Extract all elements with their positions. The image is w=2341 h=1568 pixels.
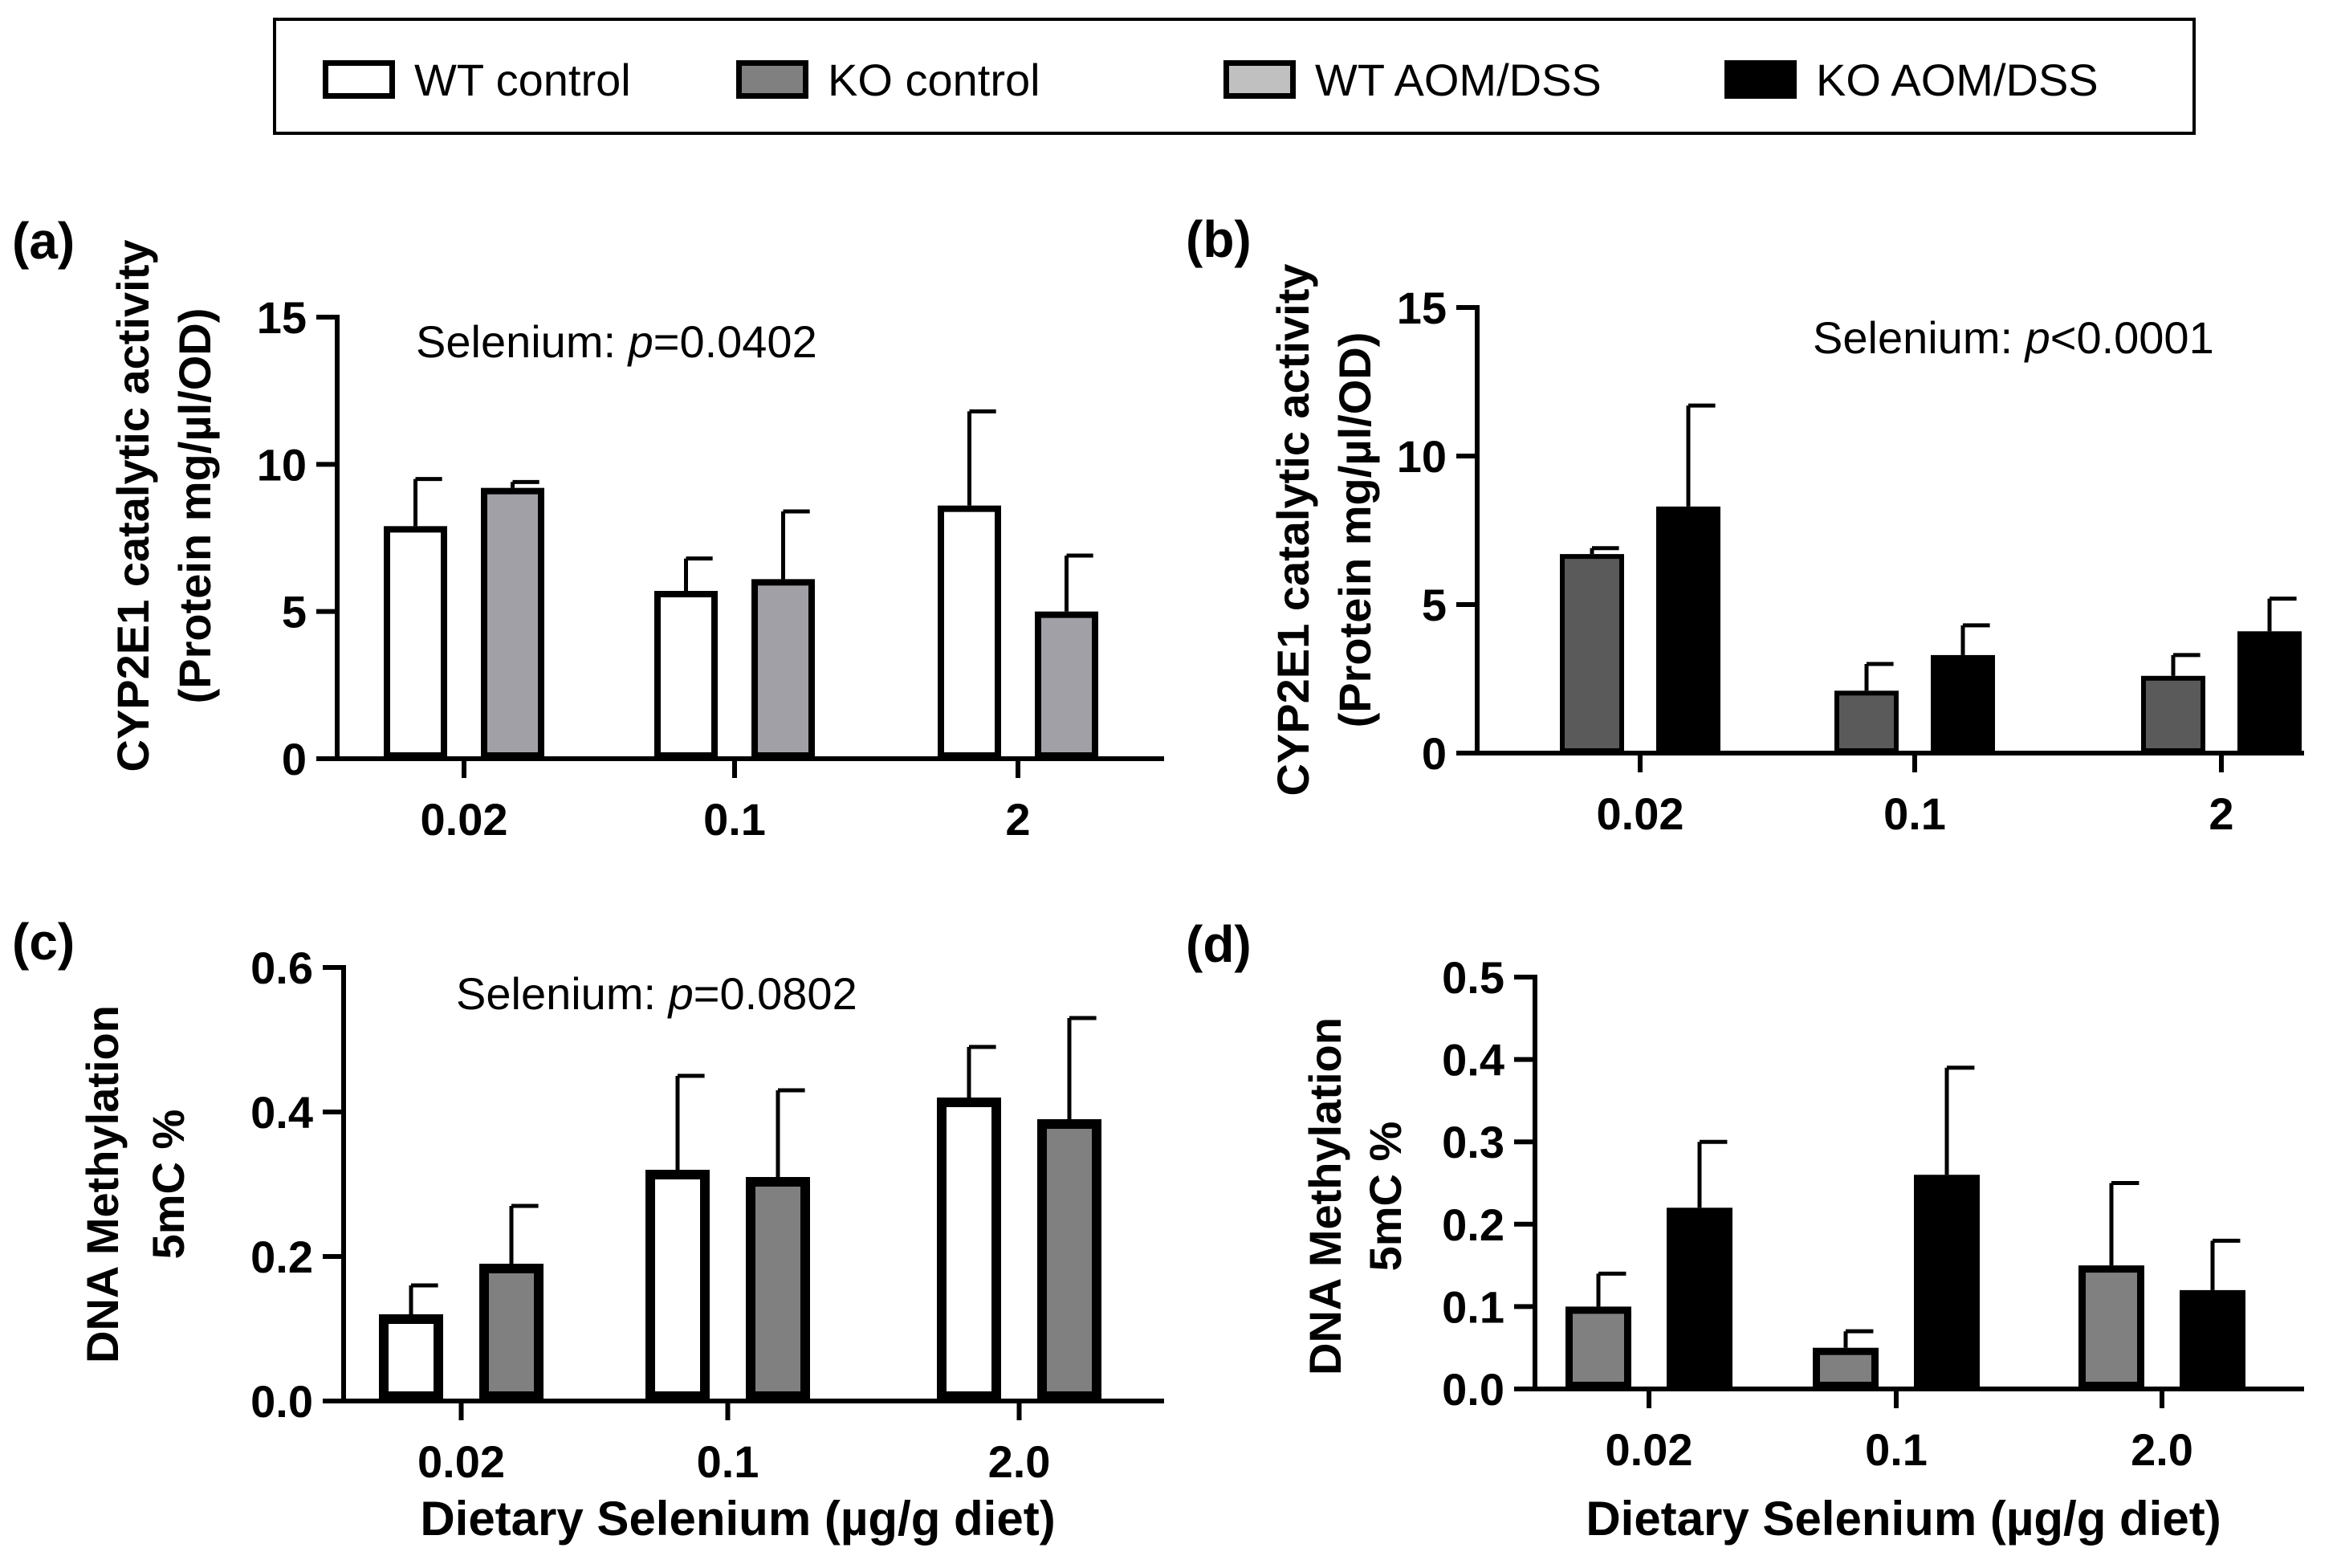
legend-box: WT control KO control WT AOM/DSS KO AOM/… — [273, 18, 2196, 135]
panel-label: (a) — [12, 212, 75, 270]
y-tick-label: 0.2 — [250, 1232, 313, 1282]
annotation-value: =0.0802 — [694, 968, 857, 1019]
x-tick-label: 0.02 — [1597, 788, 1684, 839]
x-tick-label: 0.1 — [703, 794, 766, 845]
x-tick-label: 0.02 — [417, 1436, 505, 1487]
bar-wt-control-2 — [938, 505, 1001, 760]
x-axis-title: Dietary Selenium (µg/g diet) — [420, 1492, 1055, 1546]
x-tick-label: 0.1 — [1865, 1424, 1928, 1475]
significance-annotation: Selenium: p=0.0402 — [416, 316, 817, 367]
x-tick-label: 2.0 — [2131, 1424, 2193, 1475]
x-tick-label: 2 — [1005, 794, 1030, 845]
y-tick-label: 0.0 — [250, 1376, 313, 1427]
x-tick-label: 0.1 — [697, 1436, 759, 1487]
bar-ko-control-1 — [746, 1177, 810, 1401]
annotation-p: p — [2024, 312, 2050, 363]
y-tick-label: 0.3 — [1442, 1117, 1504, 1167]
annotation-prefix: Selenium: — [1813, 312, 2025, 363]
bar-ko-control-1 — [751, 579, 815, 759]
annotation-prefix: Selenium: — [416, 316, 629, 367]
bar-wt-aom-dss-1 — [1834, 690, 1899, 753]
y-tick-label: 15 — [257, 292, 307, 343]
x-tick-label: 0.02 — [1606, 1424, 1693, 1475]
chart-panel-3: (d) DNA Methylation 5mC % 0.0 0.1 0.2 0.3 0.4 0.… — [1186, 915, 2304, 1546]
bar-wt-aom-dss-2 — [2078, 1265, 2144, 1389]
bar-wt-control-1 — [645, 1170, 710, 1401]
y-tick-label: 5 — [282, 587, 307, 637]
bar-wt-control-1 — [654, 591, 718, 759]
annotation-p: p — [627, 316, 653, 367]
bar-ko-aom-dss-1 — [1914, 1175, 1980, 1389]
bar-ko-control-2 — [1035, 611, 1098, 760]
legend-item-wt-aom-dss: WT AOM/DSS — [1223, 53, 1602, 106]
panel-label: (b) — [1186, 210, 1252, 268]
annotation-p: p — [667, 968, 694, 1019]
legend-swatch-ko-aom-dss — [1724, 60, 1797, 99]
bar-ko-control-0 — [479, 1264, 544, 1401]
bar-wt-aom-dss-1 — [1813, 1347, 1879, 1389]
legend-swatch-wt-aom-dss — [1223, 60, 1296, 99]
bar-wt-aom-dss-0 — [1565, 1306, 1631, 1390]
x-tick-label: 2.0 — [988, 1436, 1051, 1487]
panel-label: (c) — [12, 913, 75, 971]
y-tick-label: 0.1 — [1442, 1281, 1504, 1332]
y-axis-title-line2: (Protein mg/µl/OD) — [169, 308, 220, 704]
significance-annotation: Selenium: p<0.0001 — [1813, 312, 2214, 363]
chart-panel-2: (c)DNA Methylation 5mC % 0.0 0.2 0.4 0.6 0.02 0… — [12, 913, 1164, 1546]
y-tick-label: 0.4 — [1442, 1035, 1504, 1085]
y-axis-title-line1: CYP2E1 catalytic activity — [1268, 263, 1318, 796]
legend-swatch-ko-control — [736, 60, 808, 99]
legend-item-wt-control: WT control — [323, 53, 631, 106]
y-axis-title-line1: DNA Methylation — [1300, 1017, 1350, 1375]
bar-ko-aom-dss-2 — [2237, 631, 2302, 753]
bar-wt-aom-dss-0 — [1560, 554, 1624, 753]
y-tick-label: 5 — [1422, 580, 1447, 630]
legend-label-ko-control: KO control — [828, 54, 1040, 105]
legend-swatch-wt-control — [323, 60, 395, 99]
y-tick-label: 0.5 — [1442, 952, 1504, 1003]
bar-ko-aom-dss-2 — [2180, 1289, 2245, 1390]
legend-label-wt-control: WT control — [414, 54, 631, 105]
y-tick-label: 0.0 — [1442, 1364, 1504, 1415]
annotation-value: =0.0402 — [653, 316, 817, 367]
y-axis-title-line2: 5mC % — [143, 1110, 193, 1260]
bar-ko-aom-dss-0 — [1667, 1208, 1732, 1390]
significance-annotation: Selenium: p=0.0802 — [456, 968, 857, 1019]
annotation-value: <0.0001 — [2050, 312, 2214, 363]
y-tick-label: 15 — [1397, 283, 1447, 333]
bar-ko-aom-dss-1 — [1931, 654, 1995, 754]
annotation-prefix: Selenium: — [456, 968, 669, 1019]
y-tick-label: 10 — [1397, 431, 1447, 482]
x-tick-label: 2 — [2209, 788, 2233, 839]
bar-wt-control-0 — [384, 526, 447, 759]
chart-panel-1: (b) CYP2E1 catalytic activity (Protein mg/… — [1186, 210, 2304, 839]
y-axis-title-line2: 5mC % — [1360, 1122, 1411, 1272]
x-axis-title: Dietary Selenium (µg/g diet) — [1586, 1492, 2221, 1546]
panel-label: (d) — [1186, 915, 1252, 973]
y-tick-label: 0.4 — [250, 1087, 313, 1138]
legend-item-ko-control: KO control — [736, 53, 1040, 106]
y-axis-title-line2: (Protein mg/µl/OD) — [1329, 332, 1380, 728]
legend-item-ko-aom-dss: KO AOM/DSS — [1724, 53, 2099, 106]
y-axis-title-line1: CYP2E1 catalytic activity — [108, 239, 158, 772]
legend-label-ko-aom-dss: KO AOM/DSS — [1816, 54, 2099, 105]
bar-wt-control-2 — [937, 1098, 1001, 1401]
bar-ko-aom-dss-0 — [1656, 506, 1720, 754]
y-tick-label: 0 — [1422, 728, 1447, 779]
x-tick-label: 0.02 — [421, 794, 508, 845]
bar-wt-control-0 — [379, 1314, 443, 1401]
bar-ko-control-2 — [1037, 1119, 1101, 1401]
y-tick-label: 10 — [257, 439, 307, 490]
x-tick-label: 0.1 — [1883, 788, 1946, 839]
legend-label-wt-aom-dss: WT AOM/DSS — [1315, 54, 1602, 105]
y-tick-label: 0 — [282, 734, 307, 784]
y-axis-title-line1: DNA Methylation — [77, 1005, 128, 1363]
y-tick-label: 0.6 — [250, 943, 313, 993]
bar-wt-aom-dss-2 — [2141, 675, 2205, 753]
chart-panel-0: (a) CYP2E1 catalytic activity (Protein mg/… — [12, 212, 1164, 845]
bar-ko-control-0 — [481, 487, 544, 760]
y-tick-label: 0.2 — [1442, 1199, 1504, 1250]
